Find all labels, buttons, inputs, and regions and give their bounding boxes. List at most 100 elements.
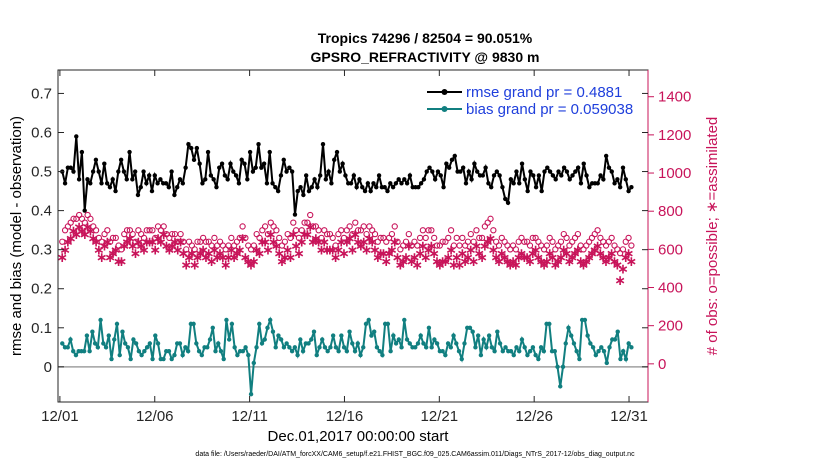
obs-assimilated-point: ∗ <box>310 231 322 247</box>
rmse-point <box>505 200 511 205</box>
obs-assimilated-point: ∗ <box>259 235 271 251</box>
rmse-point <box>166 184 172 190</box>
rmse-point <box>217 165 222 170</box>
rmse-point <box>584 173 589 178</box>
obs-assimilated-point: ∗ <box>141 235 153 251</box>
bias-point <box>224 317 229 323</box>
bias-point <box>306 341 311 346</box>
bias-point <box>533 352 538 358</box>
rmse-point <box>183 165 188 170</box>
rmse-point <box>340 161 345 166</box>
obs-assimilated-point: ∗ <box>502 254 514 270</box>
obs-assimilated-point: ∗ <box>580 254 592 270</box>
obs-possible-point <box>563 234 570 242</box>
bias-point <box>350 341 355 346</box>
bias-point <box>153 333 158 338</box>
obs-assimilated-point: ∗ <box>271 239 283 255</box>
y-left-tick-label: 0.6 <box>31 124 52 141</box>
obs-possible-point <box>273 227 280 234</box>
obs-assimilated-point: ∗ <box>304 219 316 235</box>
rmse-point <box>298 184 303 190</box>
rmse-point <box>149 188 155 194</box>
rmse-point <box>598 173 603 178</box>
obs-assimilated-point: ∗ <box>324 242 336 258</box>
rmse-point <box>239 157 244 163</box>
obs-possible-point <box>129 230 136 238</box>
rmse-point <box>318 173 323 178</box>
rmse-point <box>197 161 202 166</box>
obs-possible-point <box>177 230 184 238</box>
rmse-point <box>320 142 326 147</box>
obs-possible-point <box>132 238 139 245</box>
obs-assimilated-point: ∗ <box>558 242 570 258</box>
obs-assimilated-point: ∗ <box>147 235 159 251</box>
rmse-point <box>116 169 121 174</box>
bias-point <box>538 345 544 350</box>
rmse-point <box>132 169 138 174</box>
bias-point <box>563 341 568 346</box>
rmse-point <box>382 184 387 190</box>
rmse-point <box>211 177 216 182</box>
bias-point <box>216 341 221 346</box>
obs-assimilated-point: ∗ <box>428 246 440 262</box>
obs-assimilated-point: ∗ <box>68 223 80 239</box>
rmse-point <box>531 173 536 178</box>
obs-assimilated-point: ∗ <box>158 227 170 243</box>
bias-point <box>336 349 341 354</box>
obs-assimilated-point: ∗ <box>132 235 144 251</box>
bias-point <box>314 352 319 358</box>
bias-point <box>87 349 92 354</box>
obs-possible-point <box>470 238 477 245</box>
bias-point <box>194 341 199 346</box>
legend-rmse-label: rmse grand pr = 0.4881 <box>466 84 622 101</box>
obs-possible-point <box>140 234 148 242</box>
rmse-point <box>407 173 413 178</box>
bias-point <box>443 352 448 358</box>
obs-assimilated-point: ∗ <box>220 258 232 274</box>
rmse-point <box>127 149 132 155</box>
rmse-point <box>135 192 141 198</box>
obs-assimilated-point: ∗ <box>448 258 460 274</box>
obs-assimilated-point: ∗ <box>527 246 539 262</box>
bias-point <box>541 349 547 354</box>
rmse-point <box>615 177 620 182</box>
obs-assimilated-point: ∗ <box>620 250 632 266</box>
obs-assimilated-point: ∗ <box>380 254 392 270</box>
obs-assimilated-point: ∗ <box>76 223 88 239</box>
bias-point <box>92 341 98 346</box>
bias-point <box>369 333 374 338</box>
bias-point <box>101 341 106 346</box>
obs-assimilated-point: ∗ <box>378 246 390 262</box>
rmse-point <box>306 188 312 194</box>
obs-assimilated-point: ∗ <box>155 235 167 251</box>
bias-point <box>429 345 434 350</box>
chart-subtitle: GPSRO_REFRACTIVITY @ 9830 m <box>310 49 540 65</box>
bias-point <box>555 364 560 370</box>
y-left-tick-label: 0.1 <box>31 320 52 337</box>
obs-assimilated-point: ∗ <box>245 258 257 274</box>
obs-assimilated-point: ∗ <box>533 250 545 266</box>
obs-possible-point <box>323 230 331 238</box>
obs-assimilated-point: ∗ <box>451 250 463 266</box>
rmse-point <box>172 192 177 198</box>
rmse-point <box>76 177 82 182</box>
rmse-point <box>332 157 337 163</box>
bias-point <box>432 337 437 342</box>
rmse-point <box>71 169 76 174</box>
rmse-point <box>287 165 292 170</box>
bias-point <box>374 345 380 350</box>
rmse-point <box>362 188 368 194</box>
bias-point <box>284 341 289 346</box>
y-left-tick-label: 0.2 <box>31 281 52 298</box>
bias-point <box>620 349 626 354</box>
rmse-point <box>460 165 466 170</box>
bias-point <box>180 352 185 358</box>
obs-assimilated-point: ∗ <box>482 235 494 251</box>
obs-assimilated-point: ∗ <box>586 246 598 262</box>
bias-point <box>440 349 445 354</box>
rmse-point <box>556 169 561 174</box>
bias-point <box>607 345 612 350</box>
bias-point <box>629 345 634 350</box>
obs-assimilated-point: ∗ <box>626 254 638 270</box>
rmse-point <box>312 177 317 182</box>
